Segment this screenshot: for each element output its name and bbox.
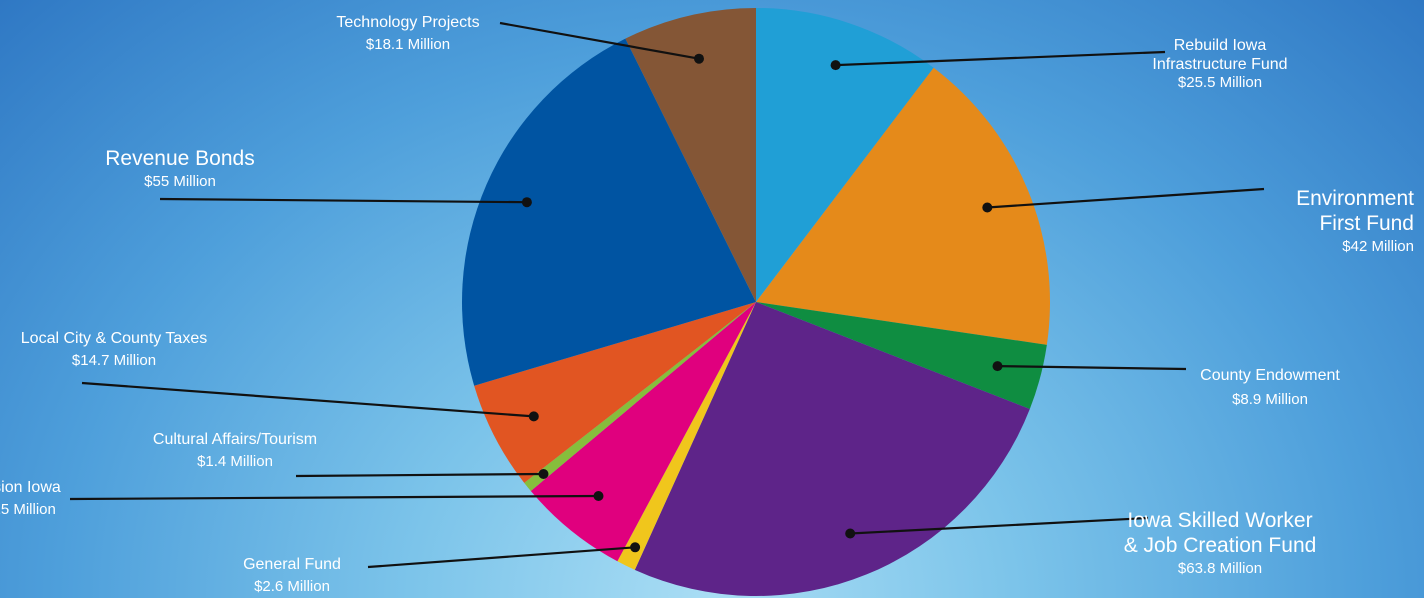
leader-line bbox=[499, 21, 700, 60]
label-rebuild-iowa: Rebuild Iowa Infrastructure Fund $25.5 M… bbox=[1130, 36, 1310, 92]
label-name: Cultural Affairs/Tourism bbox=[152, 431, 318, 448]
label-name: Environment bbox=[1296, 187, 1414, 210]
leader-dot bbox=[630, 542, 641, 553]
label-value: $2.6 Million bbox=[254, 578, 330, 596]
label-value: $25.5 Million bbox=[1177, 74, 1263, 92]
leader-dot bbox=[694, 53, 704, 64]
pie-slice bbox=[756, 8, 934, 302]
leader-dot bbox=[528, 411, 539, 422]
leader-line bbox=[69, 494, 599, 501]
leader-line bbox=[159, 197, 527, 204]
pie-slice bbox=[474, 302, 756, 483]
label-name: & Job Creation Fund bbox=[1123, 534, 1317, 558]
leader-line bbox=[81, 381, 534, 418]
label-vision-iowa: Vision Iowa $15 Million bbox=[0, 478, 90, 519]
leader-dot bbox=[538, 469, 549, 479]
label-skilled-worker: Iowa Skilled Worker & Job Creation Fund … bbox=[1100, 508, 1340, 578]
leader-dot bbox=[845, 528, 856, 539]
label-value: $55 Million bbox=[144, 173, 216, 191]
leader-dot bbox=[982, 202, 993, 213]
leader-dot bbox=[593, 491, 604, 501]
leader-line bbox=[987, 187, 1265, 209]
label-name: Local City & County Taxes bbox=[20, 330, 208, 347]
leader-lines bbox=[69, 21, 1265, 569]
label-value: $42 Million bbox=[1342, 238, 1414, 256]
label-value: $14.7 Million bbox=[71, 352, 157, 370]
pie-slice bbox=[756, 67, 1050, 345]
label-value: $8.9 Million bbox=[1232, 391, 1308, 409]
label-name: General Fund bbox=[243, 556, 341, 573]
label-name: Revenue Bonds bbox=[105, 147, 255, 170]
label-name: Technology Projects bbox=[336, 14, 480, 31]
label-value: $18.1 Million bbox=[365, 36, 451, 54]
leader-dot bbox=[830, 60, 841, 71]
leader-dot bbox=[992, 361, 1003, 372]
label-environment-first: Environment First Fund $42 Million bbox=[1214, 186, 1414, 256]
leader-line bbox=[850, 516, 1149, 535]
pie-slice bbox=[617, 302, 756, 570]
label-name: County Endowment bbox=[1200, 367, 1340, 384]
label-local-taxes: Local City & County Taxes $14.7 Million bbox=[0, 329, 228, 370]
label-cultural-affairs: Cultural Affairs/Tourism $1.4 Million bbox=[120, 430, 350, 471]
label-value: $63.8 Million bbox=[1177, 560, 1263, 578]
label-general-fund: General Fund $2.6 Million bbox=[212, 555, 372, 596]
label-name: First Fund bbox=[1319, 212, 1414, 236]
label-revenue-bonds: Revenue Bonds $55 Million bbox=[80, 146, 280, 191]
label-name: Infrastructure Fund bbox=[1152, 56, 1288, 74]
leader-line bbox=[835, 50, 1166, 67]
pie-slice bbox=[756, 302, 1047, 410]
label-technology-projects: Technology Projects $18.1 Million bbox=[308, 13, 508, 54]
label-name: Iowa Skilled Worker bbox=[1127, 509, 1313, 532]
label-name: Vision Iowa bbox=[0, 479, 61, 496]
pie-slices bbox=[462, 8, 1050, 597]
leader-line bbox=[997, 365, 1187, 371]
label-name: Rebuild Iowa bbox=[1173, 37, 1267, 54]
pie-slice bbox=[462, 38, 756, 386]
leader-line bbox=[367, 546, 636, 569]
leader-line bbox=[295, 472, 544, 478]
pie-slice bbox=[634, 302, 1030, 597]
pie-slice bbox=[524, 302, 756, 492]
pie-slice bbox=[625, 8, 756, 302]
label-value: $1.4 Million bbox=[197, 453, 273, 471]
leader-dot bbox=[521, 197, 532, 208]
label-county-endowment: County Endowment $8.9 Million bbox=[1180, 366, 1360, 409]
label-value: $15 Million bbox=[0, 501, 56, 519]
